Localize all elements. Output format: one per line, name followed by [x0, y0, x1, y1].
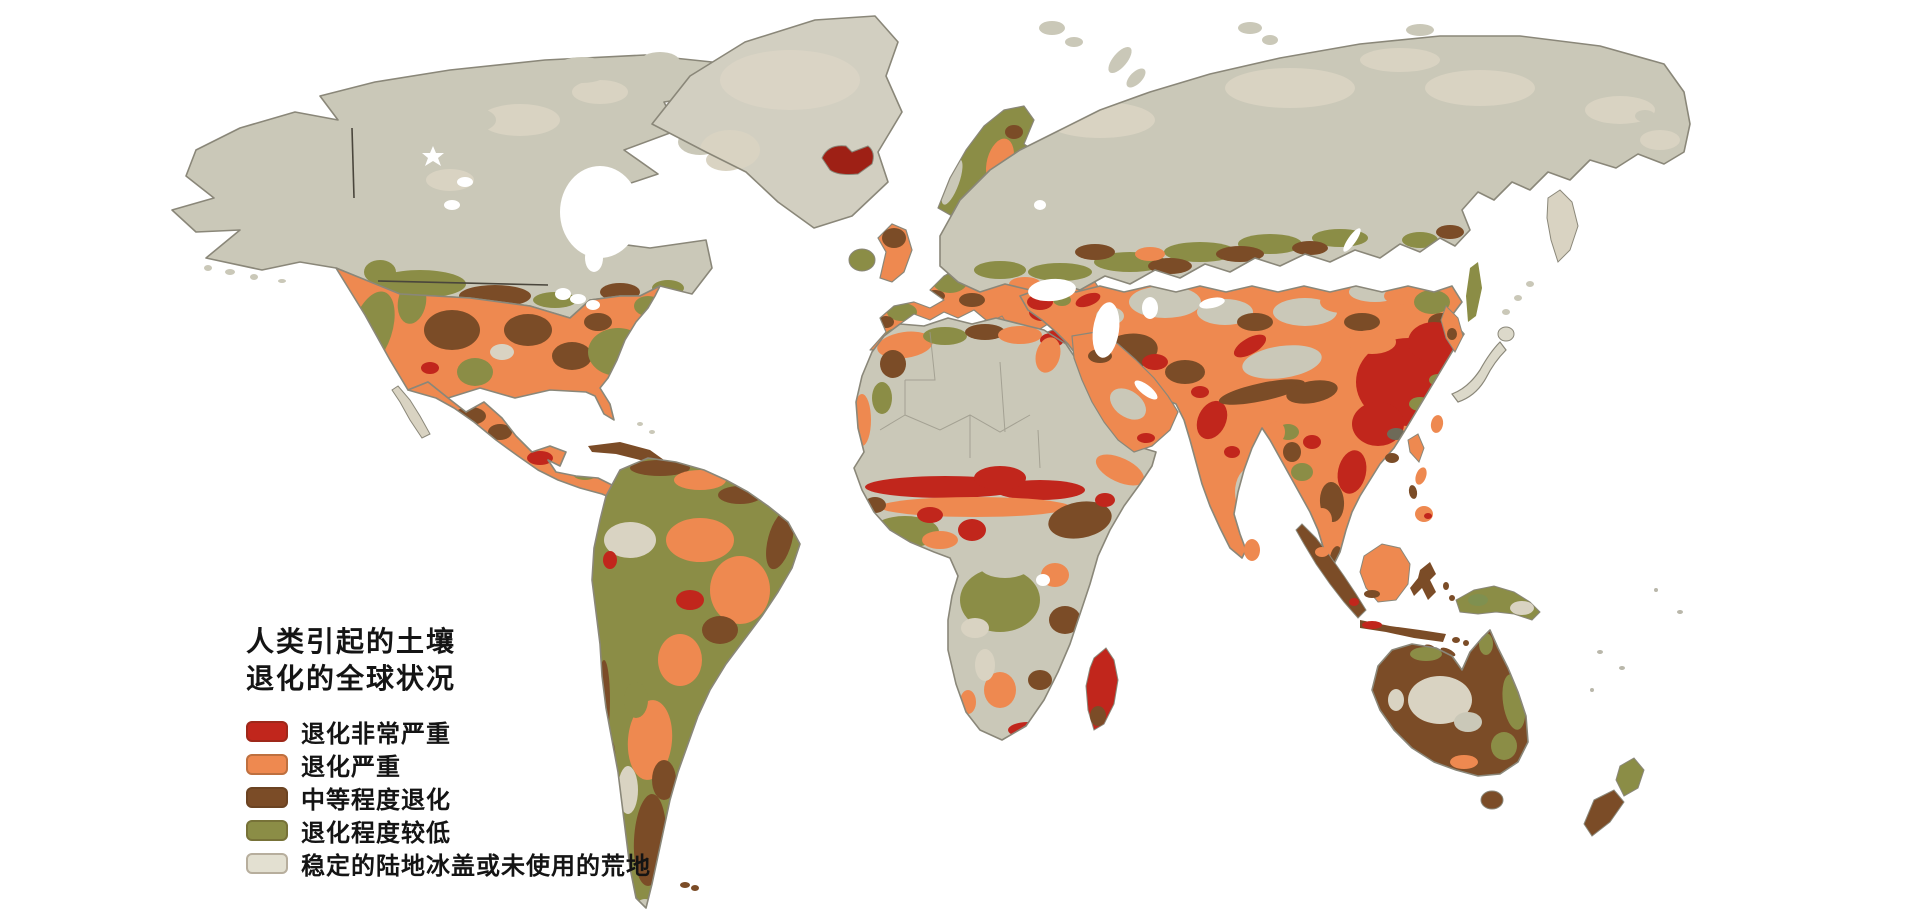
legend-item-stable: 稳定的陆地冰盖或未使用的荒地 [246, 852, 766, 880]
map-legend: 人类引起的土壤 退化的全球状况 退化非常严重 退化严重 中等程度退化 退化程度较… [246, 624, 766, 880]
lake-balkhash [1199, 297, 1225, 309]
persian-gulf [1134, 380, 1158, 400]
legend-item-severe: 退化严重 [246, 753, 766, 781]
legend-swatch-stable [246, 853, 288, 875]
hudson-bay [560, 166, 640, 258]
region-russia-siberia [939, 35, 1691, 293]
region-east-asia-islands [1385, 189, 1579, 463]
sumatra [1295, 523, 1367, 619]
us-canada-border-line [377, 280, 549, 286]
region-indonesia [1295, 523, 1541, 657]
hainan [1385, 453, 1399, 463]
borneo [1359, 543, 1411, 603]
legend-swatch-low [246, 820, 288, 842]
lake-ladoga [1034, 200, 1046, 210]
baja-california [391, 385, 431, 439]
legend-label-severe: 退化严重 [301, 753, 401, 782]
legend-item-moderate: 中等程度退化 [246, 786, 766, 814]
legend-label-low: 退化程度较低 [301, 819, 451, 848]
legend-title-line2: 退化的全球状况 [246, 661, 457, 695]
pacific-islands [1244, 539, 1683, 692]
region-uk-ireland [848, 223, 913, 283]
region-canada-alaska [171, 54, 717, 319]
sri-lanka [1244, 539, 1260, 561]
region-madagascar [1085, 647, 1119, 731]
map-star-marker [422, 146, 444, 166]
lake-baikal [1343, 228, 1361, 252]
legend-swatch-severe [246, 754, 288, 776]
alaska-border-line [351, 127, 355, 199]
legend-swatch-very-severe [246, 721, 288, 743]
sakhalin [1466, 262, 1482, 322]
legend-title-line1: 人类引起的土壤 [246, 625, 457, 658]
legend-swatch-moderate [246, 787, 288, 809]
japan [1451, 341, 1507, 403]
arctic-russia-islands [1039, 21, 1655, 122]
black-sea [1028, 278, 1076, 302]
region-africa [853, 317, 1157, 741]
sulawesi [1410, 562, 1436, 600]
region-new-zealand [1583, 757, 1645, 837]
legend-label-very-severe: 退化非常严重 [301, 720, 451, 749]
legend-label-moderate: 中等程度退化 [301, 786, 451, 815]
region-philippines [1407, 433, 1433, 522]
caspian-sea [1092, 302, 1120, 358]
great-lakes [555, 288, 571, 300]
legend-items: 退化非常严重 退化严重 中等程度退化 退化程度较低 稳定的陆地冰盖或未使用的荒地 [246, 720, 766, 880]
legend-item-low: 退化程度较低 [246, 819, 766, 847]
legend-item-very-severe: 退化非常严重 [246, 720, 766, 748]
kamchatka [1546, 189, 1579, 263]
legend-title: 人类引起的土壤 退化的全球状况 [246, 624, 766, 698]
region-greenland [651, 15, 903, 229]
aral-sea [1142, 297, 1158, 319]
tasmania [1480, 790, 1504, 810]
legend-label-stable: 稳定的陆地冰盖或未使用的荒地 [301, 852, 651, 881]
lake-victoria [1036, 574, 1050, 586]
taiwan [1430, 415, 1444, 433]
region-australia [1371, 629, 1529, 810]
region-iceland [821, 145, 874, 175]
